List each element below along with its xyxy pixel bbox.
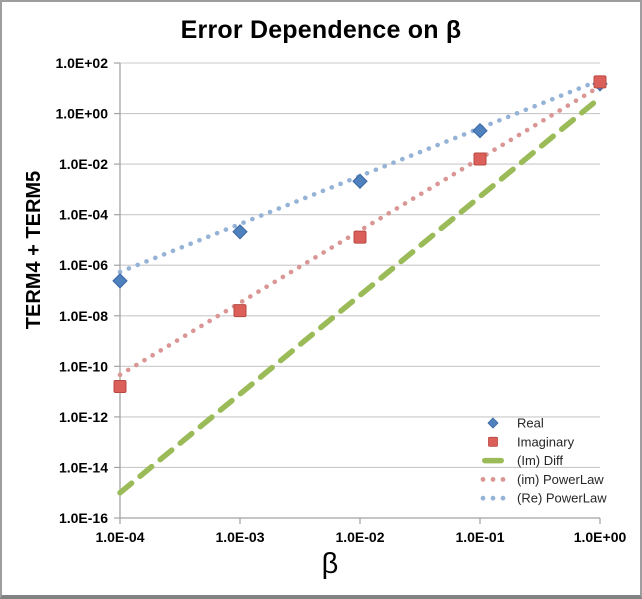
- y-tick-label: 1.0E-02: [59, 156, 108, 172]
- legend-marker-im-diff: [482, 457, 504, 464]
- y-tick-label: 1.0E-06: [59, 257, 108, 273]
- y-tick-label: 1.0E+02: [55, 55, 108, 71]
- legend-marker-im-powerlaw: [500, 477, 506, 482]
- chart-title: Error Dependence on β: [180, 16, 462, 44]
- trendline-im-powerlaw: [117, 83, 603, 378]
- y-tick-label: 1.0E-04: [59, 207, 108, 223]
- point-imaginary: [593, 75, 607, 89]
- y-tick-label: 1.0E+00: [55, 106, 108, 122]
- point-real: [232, 224, 248, 240]
- legend-label-im-powerlaw: (im) PowerLaw: [517, 472, 604, 487]
- x-tick-label: 1.0E-01: [455, 529, 504, 545]
- point-imaginary: [233, 304, 247, 318]
- legend-label-im-diff: (Im) Diff: [517, 453, 563, 468]
- legend-marker-re-powerlaw: [500, 495, 506, 501]
- y-axis-title: TERM4 + TERM5: [23, 170, 45, 330]
- y-tick-label: 1.0E-14: [59, 459, 108, 475]
- x-tick-label: 1.0E-04: [95, 529, 144, 545]
- y-tick-label: 1.0E-08: [59, 308, 108, 324]
- legend-marker-imaginary: [488, 436, 498, 447]
- legend-marker-im-powerlaw: [480, 477, 486, 482]
- x-axis-title: β: [321, 548, 339, 580]
- legend-label-imaginary: Imaginary: [517, 434, 575, 449]
- y-tick-label: 1.0E-12: [59, 409, 108, 425]
- legend-marker-re-powerlaw: [490, 495, 496, 501]
- point-real: [472, 122, 488, 139]
- trendline-im-diff: [117, 95, 603, 496]
- y-tick-label: 1.0E-16: [59, 510, 108, 526]
- point-real: [112, 273, 128, 289]
- point-imaginary: [353, 230, 367, 244]
- legend-marker-real: [487, 417, 499, 429]
- y-tick-label: 1.0E-10: [59, 358, 108, 374]
- x-tick-label: 1.0E+00: [574, 529, 627, 545]
- point-imaginary: [113, 379, 127, 393]
- legend-marker-re-powerlaw: [480, 495, 486, 501]
- x-tick-label: 1.0E-02: [335, 529, 384, 545]
- x-tick-label: 1.0E-03: [215, 529, 264, 545]
- legend-marker-im-powerlaw: [490, 477, 496, 482]
- legend-label-real: Real: [517, 416, 544, 431]
- legend-label-re-powerlaw: (Re) PowerLaw: [517, 491, 607, 506]
- point-imaginary: [473, 152, 487, 166]
- point-real: [352, 173, 368, 189]
